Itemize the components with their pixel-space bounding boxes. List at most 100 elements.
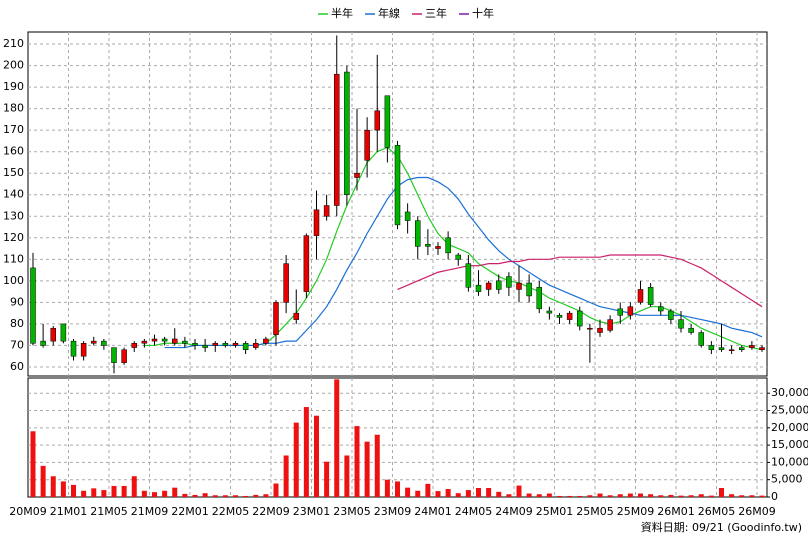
volume-bar — [283, 455, 289, 497]
y2-tick-label: 20,000 — [771, 421, 808, 434]
candle-body — [212, 343, 218, 346]
volume-bar — [71, 484, 76, 497]
volume-bar — [688, 495, 694, 497]
candle-body — [496, 280, 502, 290]
candle-body — [597, 327, 603, 333]
volume-bar — [496, 491, 502, 497]
volume-bar — [354, 426, 360, 497]
candle-body — [303, 235, 310, 292]
candle-body — [627, 306, 634, 316]
candle-body — [658, 306, 664, 312]
candle-body — [506, 276, 512, 288]
candle-body — [263, 338, 269, 344]
volume-bar — [152, 492, 157, 497]
volume-bar — [597, 493, 603, 497]
volume-bar — [344, 455, 350, 497]
candle-body — [172, 338, 178, 344]
y-tick-label: 150 — [3, 166, 24, 179]
candle-body — [313, 209, 320, 236]
candle-body — [202, 345, 208, 348]
volume-bar — [131, 476, 137, 497]
candle-body — [111, 347, 117, 363]
volume-bar — [374, 434, 380, 497]
volume-bar — [698, 494, 704, 497]
candle-body — [50, 327, 56, 342]
candle-body — [668, 310, 674, 320]
y-tick-label: 70 — [10, 338, 24, 351]
volume-bar — [516, 485, 522, 497]
candle-body — [222, 343, 229, 346]
volume-bar — [425, 483, 431, 497]
volume-bar — [121, 485, 127, 497]
candle-body — [637, 289, 644, 303]
volume-bar — [749, 495, 755, 497]
volume-bar — [30, 431, 36, 497]
candle-body — [546, 310, 553, 314]
volume-bar — [557, 495, 562, 497]
volume-bar — [759, 495, 765, 497]
volume-bar — [273, 483, 279, 497]
ma-line — [164, 176, 763, 349]
y-tick-label: 140 — [3, 188, 24, 201]
y-tick-label: 190 — [3, 80, 24, 93]
x-tick-label: 22M09 — [252, 505, 290, 518]
candle-body — [192, 343, 198, 346]
y-tick-label: 110 — [3, 252, 24, 265]
candle-body — [435, 246, 441, 249]
legend-label: 年線 — [378, 6, 400, 20]
y2-tick-label: 10,000 — [771, 455, 808, 468]
candle-body — [708, 345, 715, 350]
volume-bar — [253, 494, 259, 497]
volume-bar — [212, 495, 218, 497]
x-tick-label: 25M09 — [617, 505, 655, 518]
volume-bar — [415, 490, 421, 497]
volume-bar — [739, 495, 745, 497]
candle-body — [60, 323, 67, 342]
volume-bar — [648, 494, 654, 497]
volume-bar — [526, 493, 532, 497]
candle-body — [516, 282, 522, 290]
volume-bar — [627, 493, 633, 497]
candle-body — [556, 315, 563, 318]
volume-bar — [111, 485, 117, 497]
candle-body — [404, 211, 411, 221]
x-tick-label: 25M05 — [576, 505, 614, 518]
y-tick-label: 60 — [10, 360, 24, 373]
candle-body — [647, 287, 654, 305]
volume-bar — [445, 489, 451, 497]
y-tick-label: 90 — [10, 295, 24, 308]
candle-body — [455, 254, 461, 260]
candle-body — [80, 343, 87, 357]
y-tick-label: 130 — [3, 209, 24, 222]
x-tick-label: 23M01 — [293, 505, 331, 518]
volume-bar — [536, 494, 542, 497]
volume-bar — [638, 493, 643, 497]
candle-body — [151, 338, 158, 342]
x-tick-label: 21M09 — [131, 505, 169, 518]
candle-body — [40, 340, 46, 346]
y2-tick-label: 15,000 — [771, 438, 808, 451]
volume-bar — [314, 415, 319, 497]
candle-body — [415, 220, 421, 247]
volume-bar — [202, 493, 208, 497]
y2-tick-label: 25,000 — [771, 404, 808, 417]
candle-body — [739, 347, 745, 350]
volume-bar — [263, 494, 269, 497]
y-tick-label: 180 — [3, 102, 24, 115]
y-tick-label: 210 — [3, 37, 24, 50]
y-tick-label: 200 — [3, 59, 24, 72]
candle-body — [617, 308, 623, 316]
volume-bar — [222, 495, 228, 497]
y-tick-label: 160 — [3, 145, 24, 158]
y-tick-label: 170 — [3, 123, 24, 136]
volume-bar — [141, 490, 147, 497]
volume-bar — [101, 490, 107, 497]
volume-bar — [506, 494, 512, 497]
candle-body — [131, 343, 137, 348]
candle-body — [354, 172, 360, 178]
volume-bar — [60, 481, 66, 497]
candle-body — [425, 244, 431, 247]
x-tick-label: 24M09 — [495, 505, 533, 518]
